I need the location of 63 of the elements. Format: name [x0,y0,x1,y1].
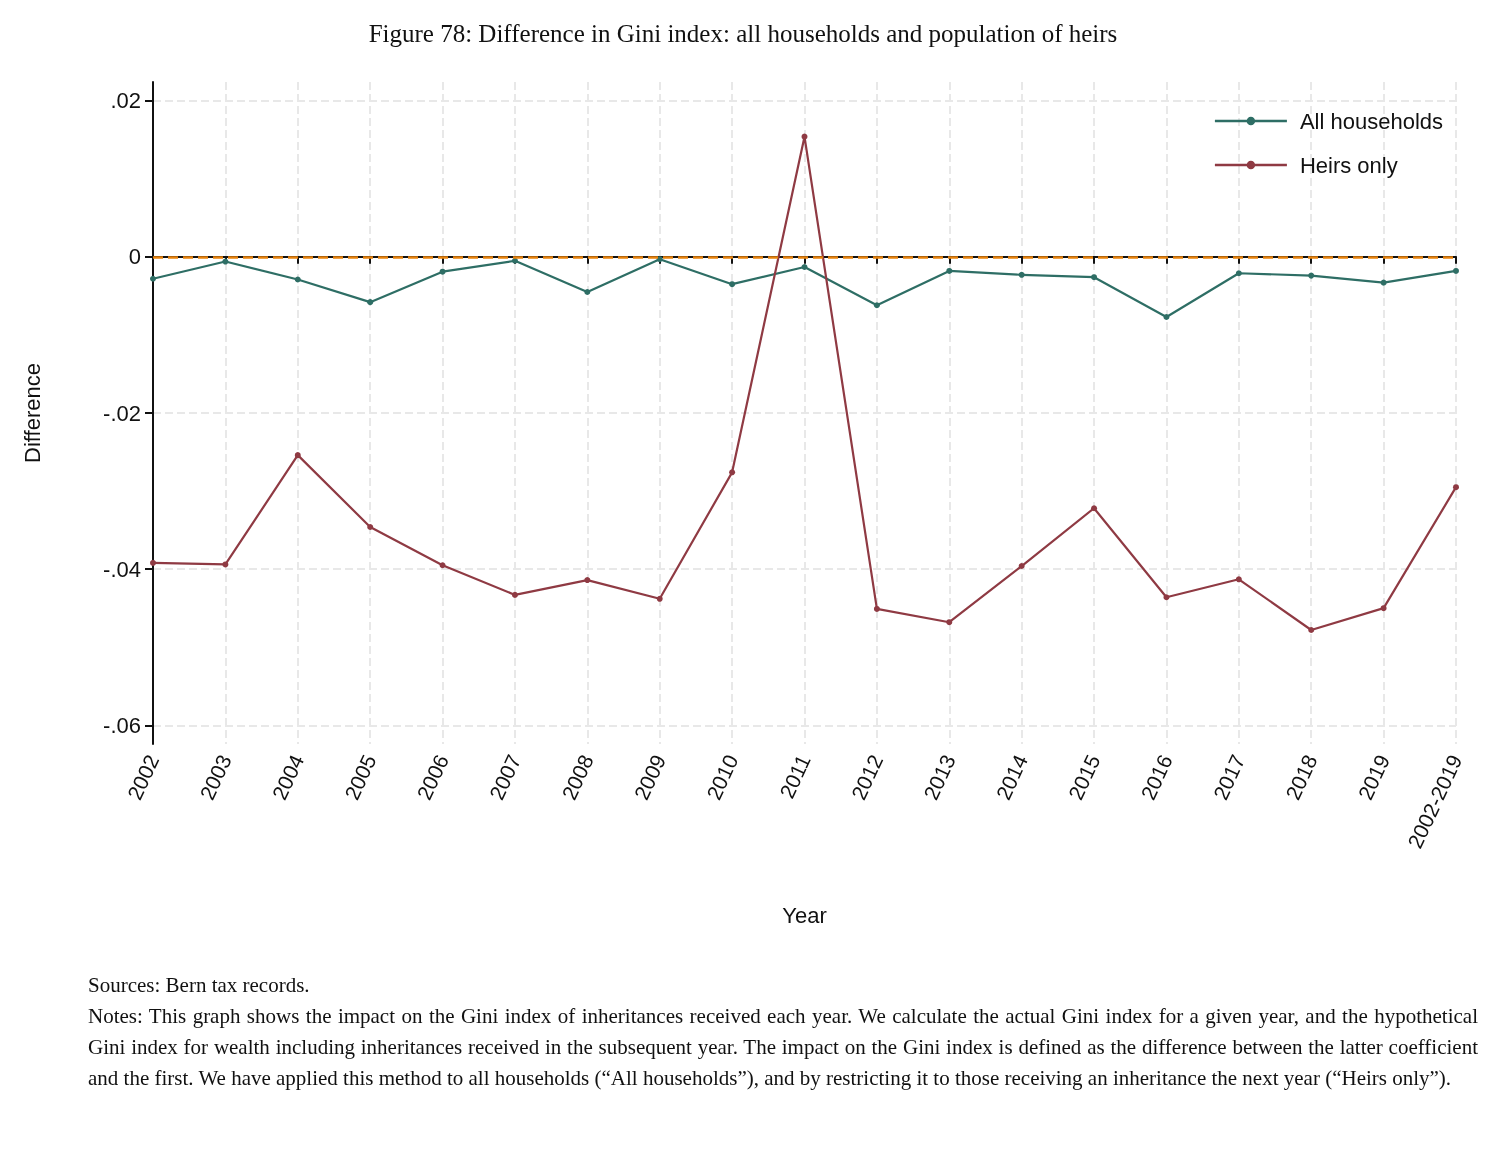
point [439,562,446,569]
point [1453,267,1459,274]
x-tick-label: 2008 [557,751,598,804]
point [1091,505,1098,512]
point [873,605,880,612]
x-tick-label: 2007 [484,751,526,804]
x-tick-label: 2002 [122,751,164,804]
point [1163,594,1170,601]
point [367,523,374,530]
x-tick-label: 2017 [1208,751,1250,804]
point [1380,279,1387,286]
point [1453,484,1459,491]
x-tick-label: 2013 [919,751,960,804]
y-tick-label: 0 [128,244,141,270]
point [1235,576,1242,583]
x-tick-label: 2003 [195,751,236,804]
point [729,469,736,476]
y-tick-label: -.04 [103,556,141,582]
point [1018,271,1025,278]
source-note: Sources: Bern tax records. [88,972,311,999]
x-tick-label: 2016 [1136,751,1177,804]
point [1380,605,1387,612]
point [150,275,156,282]
point [150,559,156,566]
x-tick-label: 2006 [412,751,453,804]
x-tick-label: 2014 [991,750,1033,804]
point [367,299,374,306]
chart-title: Figure 78: Difference in Gini index: all households and population of heirs [368,20,1118,47]
x-tick-label: 2004 [267,750,309,804]
point [729,281,736,288]
x-tick-label: 2011 [774,751,815,802]
point [656,595,663,602]
x-axis-title: Year [782,902,827,928]
point [801,264,808,271]
point [1235,270,1242,277]
point [584,289,591,295]
x-tick-label: 2019 [1353,751,1395,804]
point [511,591,518,598]
point [946,267,953,274]
point [294,452,301,459]
point [873,302,880,309]
y-tick-label: -.02 [103,400,141,426]
point [222,561,229,568]
point [1163,313,1170,320]
x-tick-label: 2009 [629,751,671,804]
y-axis-title: Difference [19,363,45,463]
point [1308,627,1315,634]
point [294,276,301,283]
y-tick-label: .02 [110,88,141,114]
y-tick-label: -.06 [103,712,141,738]
x-tick-label: 2005 [340,751,381,804]
point [1308,272,1315,279]
x-tick-label: 2010 [701,751,743,804]
legend-label: All households [1299,108,1444,134]
x-tick-label: 2018 [1281,751,1322,804]
point [1091,274,1098,281]
point [1018,563,1025,570]
x-tick-label: 2015 [1063,751,1105,804]
text: Notes: This graph shows the impact on the Gini index of inheritances received each year. We calculate the actual Gini index for a given year, and the hypothetical Gini index for wealth including inheritances received in the subsequent year. The impact on the Gini index is defined as the difference between the latter coefficient and the first. We have applied this method to all households (“All households”), and by restricting it to those receiving an inheritance the next year (“Heirs only”). [88,1003,1478,1092]
legend-label: Heirs only [1299,152,1398,178]
point [584,577,591,584]
x-tick-label: 2012 [846,751,888,804]
point [946,619,953,626]
